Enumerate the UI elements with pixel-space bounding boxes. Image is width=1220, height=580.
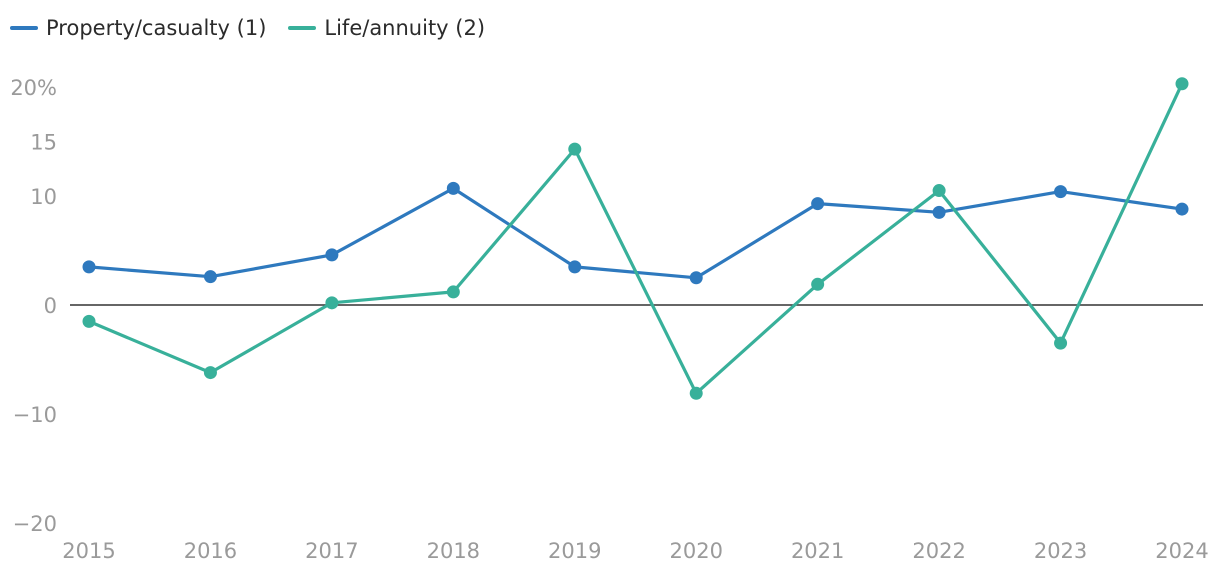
y-tick-label: 10 [30, 185, 57, 209]
x-tick-label: 2018 [427, 539, 480, 563]
x-tick-label: 2019 [548, 539, 601, 563]
y-tick-label: 15 [30, 131, 57, 155]
data-point-property-casualty [811, 197, 825, 211]
data-point-life-annuity [568, 142, 582, 156]
y-tick-label: 0 [44, 294, 57, 318]
data-point-life-annuity [1175, 77, 1189, 91]
legend-item-property-casualty: Property/casualty (1) [10, 16, 266, 40]
data-point-property-casualty [82, 260, 96, 274]
data-point-life-annuity [446, 285, 460, 299]
data-point-life-annuity [1054, 336, 1068, 350]
data-point-life-annuity [811, 277, 825, 291]
legend-swatch-property-casualty [10, 26, 38, 30]
legend-label-life-annuity: Life/annuity (2) [324, 16, 486, 40]
data-point-property-casualty [1054, 185, 1068, 199]
y-tick-label: 20% [10, 76, 57, 100]
data-point-life-annuity [203, 366, 217, 380]
x-tick-label: 2017 [305, 539, 358, 563]
data-point-property-casualty [446, 181, 460, 195]
data-point-property-casualty [568, 260, 582, 274]
y-tick-label: −10 [13, 403, 57, 427]
data-point-property-casualty [932, 205, 946, 219]
x-tick-label: 2022 [912, 539, 965, 563]
legend-swatch-life-annuity [288, 26, 317, 30]
data-point-life-annuity [932, 184, 946, 198]
x-tick-label: 2020 [669, 539, 722, 563]
data-point-life-annuity [325, 296, 339, 310]
y-tick-label: −20 [13, 512, 57, 536]
legend-label-property-casualty: Property/casualty (1) [46, 16, 267, 40]
data-point-property-casualty [325, 248, 339, 262]
chart-legend: Property/casualty (1) Life/annuity (2) [10, 16, 507, 40]
data-point-property-casualty [689, 271, 703, 285]
data-point-life-annuity [82, 314, 96, 328]
data-point-property-casualty [1175, 202, 1189, 216]
x-tick-label: 2024 [1155, 539, 1208, 563]
data-point-life-annuity [689, 386, 703, 400]
series-line-life-annuity [87, 82, 1184, 395]
x-tick-label: 2016 [184, 539, 237, 563]
series-line-property-casualty [87, 186, 1184, 280]
legend-item-life-annuity: Life/annuity (2) [288, 16, 485, 40]
x-tick-label: 2015 [62, 539, 115, 563]
x-tick-label: 2021 [791, 539, 844, 563]
x-tick-label: 2023 [1034, 539, 1087, 563]
data-point-property-casualty [203, 270, 217, 284]
